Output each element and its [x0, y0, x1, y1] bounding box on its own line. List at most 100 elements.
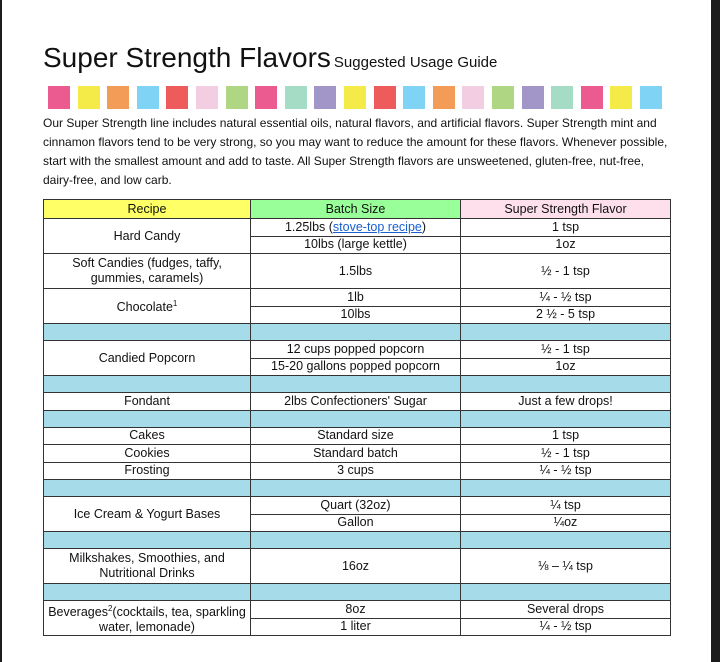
table-row: Soft Candies (fudges, taffy, gummies, ca…: [43, 253, 671, 289]
batch-text: ): [421, 219, 427, 234]
flavor-cell: ¼ - ½ tsp: [460, 288, 671, 307]
flavor-cell: ¼ tsp: [460, 496, 671, 515]
color-swatch: [462, 86, 485, 109]
recipe-cell: Ice Cream & Yogurt Bases: [43, 496, 251, 532]
flavor-cell: 1 tsp: [460, 218, 671, 237]
separator-row: [43, 375, 671, 393]
batch-cell: Standard batch: [250, 444, 461, 463]
table-row: Beverages2(cocktails, tea, sparkling wat…: [43, 599, 671, 637]
batch-cell: 16oz: [250, 548, 461, 584]
table-row: Milkshakes, Smoothies, and Nutritional D…: [43, 548, 671, 584]
batch-cell: Quart (32oz): [250, 496, 461, 515]
recipe-cell: Milkshakes, Smoothies, and Nutritional D…: [43, 548, 251, 584]
table-row: Cakes Standard size 1 tsp: [43, 426, 671, 445]
flavor-cell: ⅛ – ¼ tsp: [460, 548, 671, 584]
flavor-cell: 2 ½ - 5 tsp: [460, 305, 671, 324]
color-swatch: [403, 86, 426, 109]
color-swatch: [551, 86, 574, 109]
recipe-cell: Cakes: [43, 426, 251, 445]
color-swatch: [107, 86, 130, 109]
color-swatch: [48, 86, 70, 109]
recipe-text: Beverages: [48, 605, 108, 620]
batch-cell: 10lbs (large kettle): [250, 235, 461, 254]
color-swatch-strip: [48, 86, 662, 109]
header-recipe: Recipe: [43, 199, 251, 219]
color-swatch: [284, 86, 307, 109]
table-row: 15-20 gallons popped popcorn 1oz: [44, 357, 671, 376]
batch-text: 1.25lbs (: [284, 219, 333, 234]
recipe-cell: Frosting: [43, 461, 251, 480]
separator-row: [43, 583, 671, 601]
batch-cell: 1lb: [250, 288, 461, 307]
table-row: Fondant 2lbs Confectioners' Sugar Just a…: [43, 392, 671, 411]
batch-cell: 3 cups: [250, 461, 461, 480]
flavor-cell: ¼oz: [460, 513, 671, 532]
color-swatch: [639, 86, 662, 109]
color-swatch: [343, 86, 366, 109]
separator-row: [43, 479, 671, 497]
footnote-marker: 2: [107, 604, 113, 613]
flavor-cell: ¼ - ½ tsp: [460, 617, 671, 637]
flavor-cell: Several drops: [460, 600, 671, 619]
table-row: Hard Candy 1.25lbs (stove-top recipe) 1 …: [43, 218, 671, 254]
color-swatch: [521, 86, 544, 109]
table-row: Candied Popcorn 12 cups popped popcorn ½…: [43, 340, 671, 376]
page-title: Super Strength Flavors Suggested Usage Gu…: [43, 42, 497, 74]
color-swatch: [255, 86, 278, 109]
batch-cell: Gallon: [250, 513, 461, 532]
header-batch-size: Batch Size: [250, 199, 461, 219]
table-row: 1 liter ¼ - ½ tsp: [44, 617, 671, 637]
color-swatch: [314, 86, 337, 109]
color-swatch: [491, 86, 514, 109]
table-header-row: Recipe Batch Size Super Strength Flavor: [43, 199, 671, 219]
recipe-cell: Cookies: [43, 444, 251, 463]
batch-cell: 8oz: [250, 600, 461, 619]
color-swatch: [77, 86, 100, 109]
flavor-cell: ¼ - ½ tsp: [460, 461, 671, 480]
table-row: Frosting 3 cups ¼ - ½ tsp: [43, 461, 671, 480]
table-row: Chocolate1 1lb ¼ - ½ tsp: [43, 288, 671, 324]
recipe-cell: Fondant: [43, 392, 251, 411]
flavor-cell: 1oz: [460, 235, 671, 254]
batch-cell: 1.5lbs: [250, 253, 461, 289]
recipe-cell: Candied Popcorn: [43, 340, 251, 376]
header-flavor: Super Strength Flavor: [460, 199, 671, 219]
batch-cell: 12 cups popped popcorn: [250, 340, 461, 359]
recipe-cell: Beverages2(cocktails, tea, sparkling wat…: [43, 599, 251, 637]
flavor-cell: ½ - 1 tsp: [460, 253, 671, 289]
batch-cell: 15-20 gallons popped popcorn: [250, 357, 461, 376]
recipe-text: (cocktails, tea, sparkling water, lemona…: [99, 605, 246, 635]
separator-row: [43, 531, 671, 549]
table-row: Ice Cream & Yogurt Bases Quart (32oz) ¼ …: [43, 496, 671, 532]
color-swatch: [136, 86, 159, 109]
color-swatch: [432, 86, 455, 109]
color-swatch: [166, 86, 189, 109]
recipe-cell: Hard Candy: [43, 218, 251, 254]
title-main: Super Strength Flavors: [43, 42, 331, 73]
batch-cell: 1.25lbs (stove-top recipe): [250, 218, 461, 237]
flavor-cell: Just a few drops!: [460, 392, 671, 411]
table-row: Cookies Standard batch ½ - 1 tsp: [43, 444, 671, 463]
intro-paragraph: Our Super Strength line includes natural…: [43, 116, 668, 187]
usage-table: Recipe Batch Size Super Strength Flavor …: [43, 199, 671, 637]
recipe-text: Chocolate: [116, 300, 173, 315]
recipe-cell: Soft Candies (fudges, taffy, gummies, ca…: [43, 253, 251, 289]
batch-cell: 2lbs Confectioners' Sugar: [250, 392, 461, 411]
batch-cell: Standard size: [250, 426, 461, 445]
color-swatch: [580, 86, 603, 109]
flavor-cell: ½ - 1 tsp: [460, 340, 671, 359]
color-swatch: [610, 86, 633, 109]
flavor-cell: 1 tsp: [460, 426, 671, 445]
recipe-cell: Chocolate1: [43, 288, 251, 324]
color-swatch: [225, 86, 248, 109]
batch-cell: 10lbs: [250, 305, 461, 324]
footnote-marker: 1: [172, 299, 178, 309]
title-subtitle: Suggested Usage Guide: [333, 54, 498, 71]
stove-top-recipe-link[interactable]: stove-top recipe: [332, 219, 422, 234]
flavor-cell: 1oz: [460, 357, 671, 376]
color-swatch: [373, 86, 396, 109]
batch-cell: 1 liter: [250, 617, 461, 637]
color-swatch: [195, 86, 218, 109]
separator-row: [43, 409, 671, 428]
